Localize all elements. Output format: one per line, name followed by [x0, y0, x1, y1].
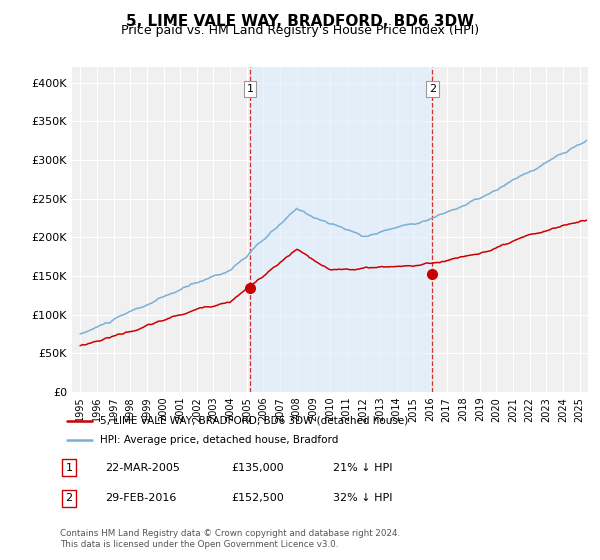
Text: 2: 2 — [65, 493, 73, 503]
Text: 32% ↓ HPI: 32% ↓ HPI — [333, 493, 392, 503]
Text: 21% ↓ HPI: 21% ↓ HPI — [333, 463, 392, 473]
Text: £152,500: £152,500 — [231, 493, 284, 503]
Text: 1: 1 — [65, 463, 73, 473]
Text: 1: 1 — [247, 84, 254, 94]
Text: HPI: Average price, detached house, Bradford: HPI: Average price, detached house, Brad… — [100, 435, 338, 445]
Bar — [250, 67, 433, 392]
Text: 5, LIME VALE WAY, BRADFORD, BD6 3DW (detached house): 5, LIME VALE WAY, BRADFORD, BD6 3DW (det… — [100, 416, 408, 426]
Text: Price paid vs. HM Land Registry's House Price Index (HPI): Price paid vs. HM Land Registry's House … — [121, 24, 479, 37]
Text: 2: 2 — [429, 84, 436, 94]
Text: £135,000: £135,000 — [231, 463, 284, 473]
Text: 5, LIME VALE WAY, BRADFORD, BD6 3DW: 5, LIME VALE WAY, BRADFORD, BD6 3DW — [126, 14, 474, 29]
Text: Contains HM Land Registry data © Crown copyright and database right 2024.
This d: Contains HM Land Registry data © Crown c… — [60, 529, 400, 549]
Text: 22-MAR-2005: 22-MAR-2005 — [105, 463, 180, 473]
Text: 29-FEB-2016: 29-FEB-2016 — [105, 493, 176, 503]
